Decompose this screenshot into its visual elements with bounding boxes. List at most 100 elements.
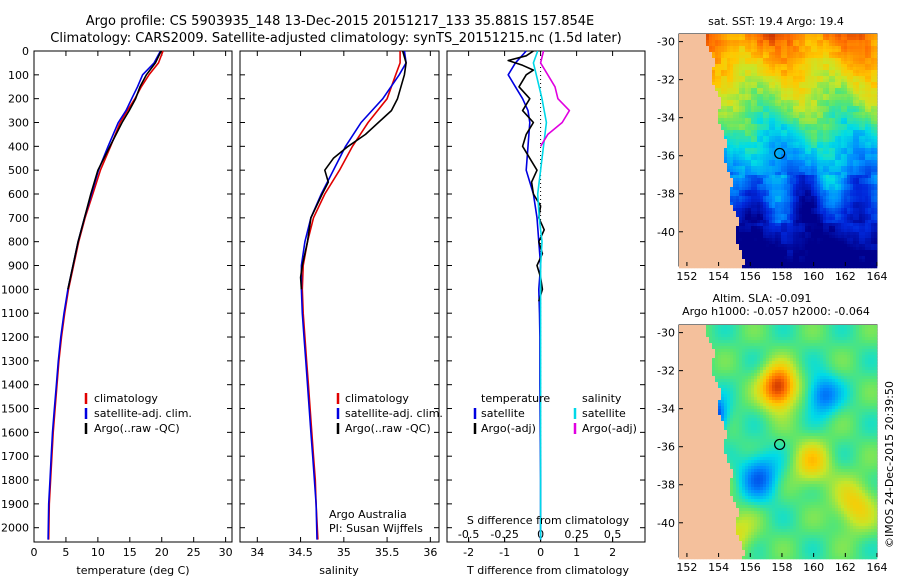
map-cell: [703, 142, 707, 146]
map-cell: [853, 238, 857, 242]
map-cell: [760, 214, 764, 218]
map-cell: [838, 187, 842, 191]
map-cell: [874, 145, 878, 149]
map-cell: [835, 175, 839, 179]
map-cell: [835, 106, 839, 110]
map-cell: [769, 205, 773, 209]
map-cell: [802, 130, 806, 134]
map-cell: [754, 67, 758, 71]
map-cell: [802, 103, 806, 107]
map-cell: [838, 67, 842, 71]
map-cell: [868, 79, 872, 83]
map-cell: [862, 241, 866, 245]
map-cell: [790, 58, 794, 62]
map-cell: [736, 187, 740, 191]
map-cell: [775, 151, 779, 155]
map-cell: [817, 193, 821, 197]
series-line-satellite-adj-clim-: [47, 50, 162, 540]
map-cell: [739, 70, 743, 74]
map-cell: [760, 112, 764, 116]
map-cell: [760, 76, 764, 80]
map-cell: [694, 235, 698, 239]
map-cell: [712, 187, 716, 191]
map-cell: [688, 202, 692, 206]
map-cell: [736, 91, 740, 95]
map-cell: [682, 124, 686, 128]
map-cell: [835, 112, 839, 116]
map-cell: [832, 64, 836, 68]
map-cell: [745, 43, 749, 47]
map-cell: [733, 100, 737, 104]
map-cell: [796, 244, 800, 248]
map-cell: [766, 49, 770, 53]
map-cell: [721, 109, 725, 113]
map-cell: [781, 136, 785, 140]
map-cell: [868, 55, 872, 59]
map-cell: [871, 157, 875, 161]
map-cell: [778, 238, 782, 242]
map-cell: [820, 88, 824, 92]
map-cell: [736, 151, 740, 155]
map-cell: [682, 247, 686, 251]
map-cell: [784, 223, 788, 227]
map-cell: [805, 73, 809, 77]
map-cell: [850, 199, 854, 203]
map-cell: [751, 70, 755, 74]
map-cell: [718, 73, 722, 77]
map-cell: [748, 55, 752, 59]
map-cell: [853, 157, 857, 161]
map-cell: [796, 163, 800, 167]
depth-tick-label: 1200: [1, 331, 29, 344]
map-cell: [733, 196, 737, 200]
map-cell: [703, 88, 707, 92]
map-cell: [796, 91, 800, 95]
map-cell: [823, 172, 827, 176]
map-cell: [835, 85, 839, 89]
map-cell: [754, 76, 758, 80]
map-cell: [742, 208, 746, 212]
depth-tick-label: 900: [8, 260, 29, 273]
map-cell: [835, 124, 839, 128]
map-cell: [685, 178, 689, 182]
map-cell: [739, 223, 743, 227]
map-cell: [730, 184, 734, 188]
map-cell: [820, 217, 824, 221]
map-cell: [829, 166, 833, 170]
map-cell: [808, 166, 812, 170]
map-cell: [769, 73, 773, 77]
map-cell: [706, 229, 710, 233]
map-cell: [826, 115, 830, 119]
map-cell: [874, 181, 878, 185]
map-cell: [763, 139, 767, 143]
map-cell: [805, 247, 809, 251]
map-cell: [778, 43, 782, 47]
map-cell: [871, 172, 875, 176]
map-cell: [823, 100, 827, 104]
map-cell: [811, 190, 815, 194]
map-cell: [781, 37, 785, 41]
map-cell: [706, 37, 710, 41]
map-cell: [688, 178, 692, 182]
map-cell: [760, 184, 764, 188]
map-cell: [760, 52, 764, 56]
map-cell: [853, 88, 857, 92]
map-cell: [838, 193, 842, 197]
map-cell: [691, 133, 695, 137]
map-cell: [856, 244, 860, 248]
map-cell: [796, 166, 800, 170]
map-cell: [832, 127, 836, 131]
map-cell: [757, 151, 761, 155]
map-cell: [850, 133, 854, 137]
map-cell: [709, 121, 713, 125]
map-cell: [829, 181, 833, 185]
map-cell: [838, 64, 842, 68]
map-cell: [706, 220, 710, 224]
map-cell: [763, 196, 767, 200]
map-cell: [871, 187, 875, 191]
map-cell: [811, 103, 815, 107]
map-cell: [835, 40, 839, 44]
map-cell: [727, 43, 731, 47]
map-cell: [799, 211, 803, 215]
map-cell: [787, 178, 791, 182]
